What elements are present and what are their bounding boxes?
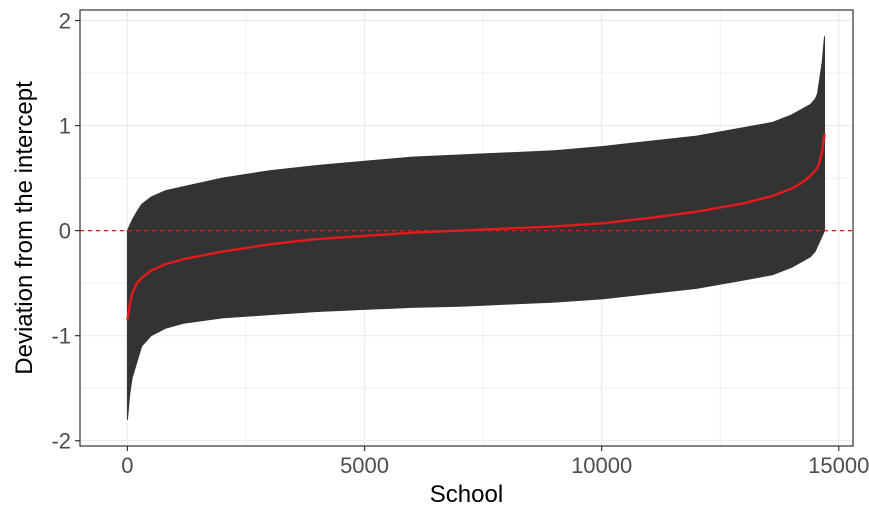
y-tick-label: -2: [51, 429, 71, 454]
y-axis-title: Deviation from the intercept: [11, 81, 38, 375]
x-tick-label: 0: [121, 453, 133, 478]
estimate-line: [126, 133, 826, 321]
y-tick-label: 2: [59, 9, 71, 34]
x-tick-label: 5000: [340, 453, 389, 478]
y-tick-label: -1: [51, 324, 71, 349]
x-axis-ticks: 0 5000 10000 15000: [121, 446, 869, 478]
panel-border: [79, 9, 854, 447]
y-tick-label: 1: [59, 114, 71, 139]
y-tick-label: 0: [59, 219, 71, 244]
y-axis-ticks: -2 -1 0 1 2: [51, 9, 80, 454]
x-tick-label: 10000: [571, 453, 632, 478]
x-axis-title: School: [430, 481, 503, 508]
x-tick-label: 15000: [808, 453, 869, 478]
